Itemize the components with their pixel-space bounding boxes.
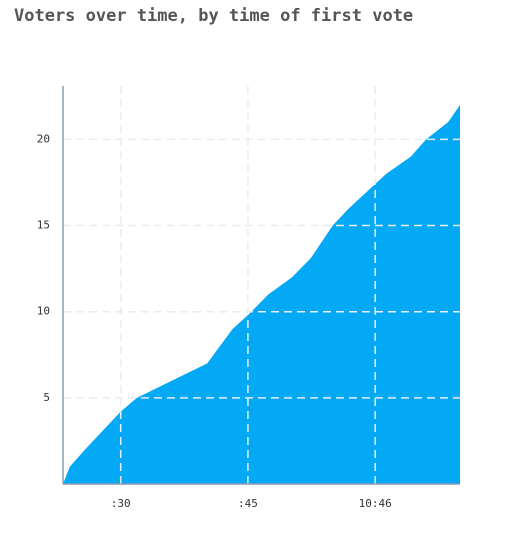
- chart-title: Voters over time, by time of first vote: [14, 6, 413, 26]
- x-tick-label: :30: [111, 497, 131, 510]
- y-tick-label: 5: [43, 391, 50, 404]
- y-tick-label: 15: [37, 219, 50, 232]
- y-tick-label: 20: [37, 132, 50, 145]
- area: [63, 104, 460, 484]
- y-tick-label: 10: [37, 305, 50, 318]
- x-tick-label: 10:46: [359, 497, 392, 510]
- x-tick-label: :45: [238, 497, 258, 510]
